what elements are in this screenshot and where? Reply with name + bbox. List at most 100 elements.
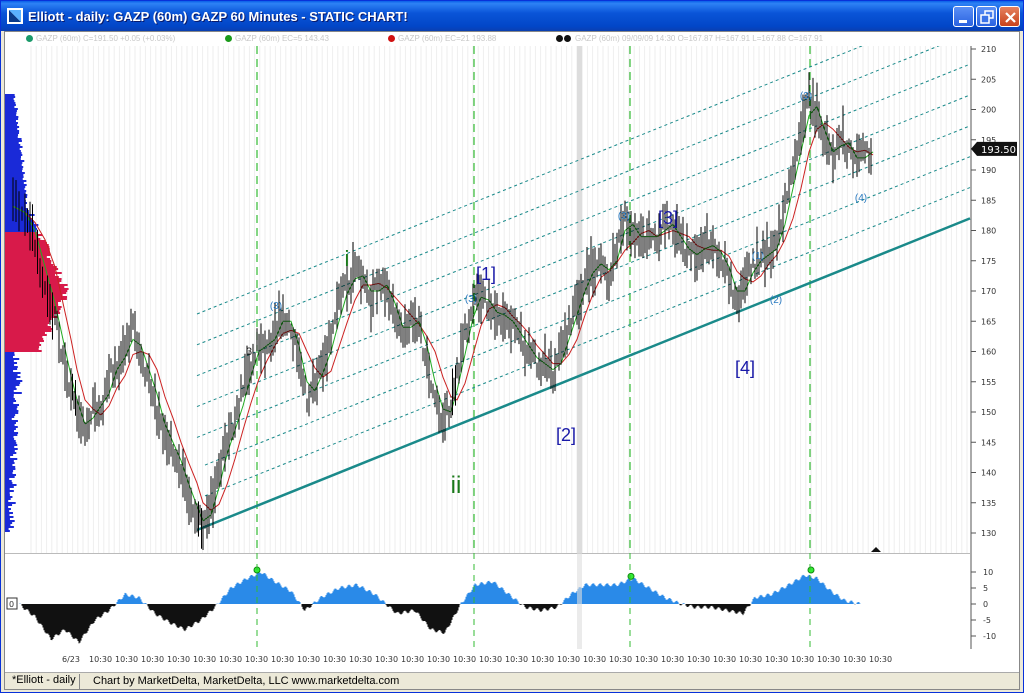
- price-tick-label: 190: [981, 166, 996, 175]
- osc-zero-box: [6, 597, 18, 610]
- time-tick-label: 10:30: [557, 655, 581, 664]
- restore-icon: [980, 10, 994, 24]
- legend-item: GAZP (60m) C=191.50 +0.05 (+0.03%): [36, 34, 176, 43]
- time-tick-label: 10:30: [297, 655, 321, 664]
- price-bars: [12, 72, 872, 551]
- osc-tick-label: -10: [983, 632, 996, 641]
- legend-dot-icon: [556, 35, 563, 42]
- price-tick-label: 150: [981, 408, 996, 417]
- time-tick-label: 10:30: [115, 655, 139, 664]
- time-tick-label: 10:30: [479, 655, 503, 664]
- time-tick-label: 10:30: [583, 655, 607, 664]
- osc-tick-label: 5: [983, 584, 988, 593]
- legend-item: GAZP (60m) EC=21 193.88: [398, 34, 497, 43]
- osc-tick-label: 0: [983, 600, 988, 609]
- wave-label-3: [3]: [658, 208, 678, 228]
- time-tick-label: 10:30: [869, 655, 893, 664]
- time-tick-label: 10:30: [323, 655, 347, 664]
- wave-label-1: [1]: [476, 264, 496, 284]
- time-tick-label: 10:30: [687, 655, 711, 664]
- time-tick-label: 10:30: [661, 655, 685, 664]
- time-tick-label: 10:30: [843, 655, 867, 664]
- chart-area[interactable]: GAZP (60m) C=191.50 +0.05 (+0.03%) GAZP …: [4, 31, 1020, 690]
- price-tick-label: 140: [981, 469, 996, 478]
- time-tick-label: 10:30: [791, 655, 815, 664]
- time-tick-label: 10:30: [817, 655, 841, 664]
- price-tick-label: 165: [981, 317, 996, 326]
- time-tick-label: 10:30: [453, 655, 477, 664]
- time-tick-label: 10:30: [375, 655, 399, 664]
- maximize-button[interactable]: [976, 6, 997, 27]
- time-tick-label: 10:30: [609, 655, 633, 664]
- wave-label-sub-3: (3): [270, 301, 282, 312]
- wave-label-2: [2]: [556, 425, 576, 445]
- title-bar[interactable]: Elliott - daily: GAZP (60m) GAZP 60 Minu…: [1, 1, 1023, 31]
- wave-label-sub-4: (4): [855, 193, 867, 204]
- time-tick-label: 10:30: [245, 655, 269, 664]
- channel-line: [196, 63, 971, 377]
- close-icon: [1005, 12, 1016, 23]
- time-tick-label: 10:30: [713, 655, 737, 664]
- time-tick-label: 10:30: [89, 655, 113, 664]
- indicator-legend: GAZP (60m) C=191.50 +0.05 (+0.03%) GAZP …: [5, 32, 970, 46]
- time-tick-label: 10:30: [219, 655, 243, 664]
- legend-dot-icon: [388, 35, 395, 42]
- price-tick-label: 175: [981, 257, 996, 266]
- time-tick-label: 10:30: [739, 655, 763, 664]
- wave-label-sub-2: (2): [770, 295, 782, 306]
- minimize-button[interactable]: [953, 6, 974, 27]
- price-tick-label: 180: [981, 227, 996, 236]
- channel-line: [196, 46, 864, 315]
- status-bar: *Elliott - daily Chart by MarketDelta, M…: [5, 672, 1019, 689]
- minimize-icon: [959, 20, 967, 23]
- wave-label-small-3: 3: [246, 346, 252, 358]
- time-tick-label: 10:30: [765, 655, 789, 664]
- chart-app-icon: [7, 8, 23, 24]
- legend-item: GAZP (60m) 09/09/09 14:30 O=167.87 H=167…: [575, 34, 824, 43]
- price-tick-label: 130: [981, 529, 996, 538]
- price-tick-label: 135: [981, 499, 996, 508]
- close-button[interactable]: [999, 6, 1020, 27]
- chart-tab[interactable]: *Elliott - daily: [9, 674, 80, 689]
- current-bar-marker: [871, 547, 881, 552]
- wave-label-sub-3: (3): [800, 91, 812, 102]
- price-chart[interactable]: 210 205 200 195 190 185 180 175 170 165 160 155 150 1…: [5, 46, 1019, 553]
- price-tick-label: 200: [981, 106, 996, 115]
- session-separator: [577, 553, 582, 649]
- time-tick-label: 10:30: [401, 655, 425, 664]
- price-tick-label: 170: [981, 287, 996, 296]
- last-price-label: 193.50: [981, 145, 1016, 156]
- price-tick-label: 205: [981, 75, 996, 84]
- wave-label-sub-1: (1): [752, 251, 764, 262]
- osc-signal-dot: [807, 566, 815, 574]
- price-tick-label: 185: [981, 196, 996, 205]
- legend-dot-icon: [225, 35, 232, 42]
- osc-signal-dot: [627, 572, 635, 580]
- wave-label-sub-3: (3): [465, 294, 477, 305]
- price-tick-label: 155: [981, 378, 996, 387]
- time-tick-label: 10:30: [349, 655, 373, 664]
- osc-zero-label: 0: [9, 600, 14, 609]
- chart-credit: Chart by MarketDelta, MarketDelta, LLC w…: [93, 675, 400, 687]
- time-tick-label: 10:30: [271, 655, 295, 664]
- window-title: Elliott - daily: GAZP (60m) GAZP 60 Minu…: [28, 9, 408, 24]
- time-tick-label: 10:30: [167, 655, 191, 664]
- channel-line: [196, 94, 971, 408]
- price-tick-label: 195: [981, 136, 996, 145]
- wave-label-sub-3: (3): [618, 211, 630, 222]
- legend-dot-icon: [564, 35, 571, 42]
- volume-profile: [5, 94, 69, 532]
- legend-dot-icon: [26, 35, 33, 42]
- price-tick-label: 210: [981, 46, 996, 54]
- ma-slow-line: [12, 122, 874, 511]
- channel-line: [196, 46, 940, 346]
- osc-tick-label: -5: [983, 616, 991, 625]
- wave-label-4: [4]: [735, 358, 755, 378]
- time-tick-label: 6/23: [62, 655, 80, 664]
- oscillator-chart[interactable]: 10 5 0 -5 -10 0: [5, 553, 1019, 649]
- time-tick-label: 10:30: [427, 655, 451, 664]
- legend-item: GAZP (60m) EC=5 143.43: [235, 34, 329, 43]
- last-price-tag: [971, 141, 1017, 156]
- wave-label-ii: ii: [451, 472, 462, 499]
